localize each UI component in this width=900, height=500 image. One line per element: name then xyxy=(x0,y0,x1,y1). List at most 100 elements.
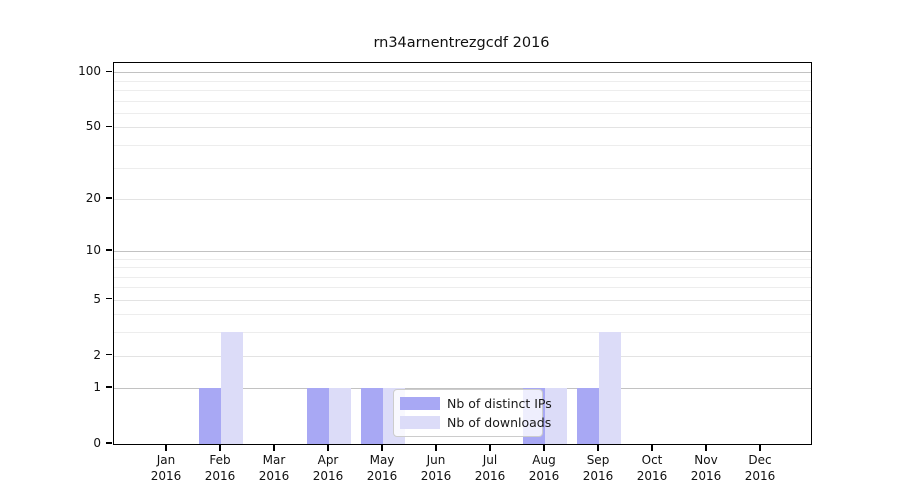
chart-title: rn34arnentrezgcdf 2016 xyxy=(373,35,550,51)
minor-gridline xyxy=(114,80,811,82)
x-tick xyxy=(597,445,599,451)
x-tick-year: 2016 xyxy=(204,469,236,483)
x-tick-year: 2016 xyxy=(744,469,776,483)
y-tick xyxy=(106,249,112,251)
x-tick-month: Mar xyxy=(262,453,286,467)
y-tick xyxy=(106,297,112,300)
y-tick-label: 5 xyxy=(93,291,101,306)
y-tick-label: 100 xyxy=(78,64,101,79)
x-tick xyxy=(543,445,545,451)
bar-nb-of-downloads-aug-2016 xyxy=(545,388,567,444)
minor-gridline xyxy=(114,276,811,278)
legend-label: Nb of downloads xyxy=(447,415,552,430)
x-tick-month: Jun xyxy=(426,453,446,467)
y-tick-label: 0 xyxy=(93,436,101,450)
x-tick-label-apr: Apr 2016 xyxy=(298,452,358,484)
x-tick-year: 2016 xyxy=(258,469,290,483)
y-tick xyxy=(106,353,112,356)
plot-area xyxy=(113,62,812,445)
x-tick xyxy=(327,445,329,451)
bar-nb-of-downloads-apr-2016 xyxy=(329,388,351,444)
x-tick xyxy=(381,445,383,451)
y-tick-label: 2 xyxy=(93,347,101,362)
decade-gridline xyxy=(114,388,811,390)
bar-nb-of-distinct-ips-may-2016 xyxy=(361,388,383,444)
x-tick-month: Aug xyxy=(532,453,556,467)
y-tick xyxy=(106,125,112,128)
minor-gridline xyxy=(114,100,811,102)
x-tick xyxy=(705,445,707,451)
minor-gridline xyxy=(114,144,811,146)
x-tick xyxy=(435,445,437,451)
legend-entry: Nb of distinct IPs xyxy=(400,396,552,411)
y-tick xyxy=(106,386,112,388)
x-tick-label-mar: Mar 2016 xyxy=(244,452,304,484)
x-tick xyxy=(219,445,221,451)
major-gridline xyxy=(114,299,811,301)
legend-swatch-nb-of-distinct-ips xyxy=(400,397,440,410)
y-tick xyxy=(106,442,112,444)
x-tick-year: 2016 xyxy=(636,469,668,483)
minor-gridline xyxy=(114,314,811,316)
x-tick xyxy=(489,445,491,451)
minor-gridline xyxy=(114,267,811,269)
x-tick xyxy=(651,445,653,451)
decade-gridline xyxy=(114,72,811,74)
x-tick-label-jan: Jan 2016 xyxy=(136,452,196,484)
legend-swatch-nb-of-downloads xyxy=(400,416,440,429)
legend-entry: Nb of downloads xyxy=(400,415,551,430)
y-tick-label: 1 xyxy=(93,380,101,395)
x-tick-year: 2016 xyxy=(420,469,452,483)
x-tick-month: Jul xyxy=(482,453,498,467)
minor-gridline xyxy=(114,258,811,260)
legend-label: Nb of distinct IPs xyxy=(447,396,552,411)
x-tick-year: 2016 xyxy=(474,469,506,483)
bar-nb-of-downloads-sep-2016 xyxy=(599,332,621,444)
x-tick-label-sep: Sep 2016 xyxy=(568,452,628,484)
x-tick-year: 2016 xyxy=(150,469,182,483)
minor-gridline xyxy=(114,90,811,92)
bar-nb-of-distinct-ips-feb-2016 xyxy=(199,388,221,444)
bar-nb-of-downloads-feb-2016 xyxy=(221,332,243,444)
x-tick-year: 2016 xyxy=(528,469,560,483)
major-gridline xyxy=(114,127,811,129)
y-tick xyxy=(106,197,112,199)
x-tick-month: Jan xyxy=(156,453,176,467)
x-tick-month: Oct xyxy=(641,453,663,467)
minor-gridline xyxy=(114,287,811,289)
x-tick-label-may: May 2016 xyxy=(352,452,412,484)
legend: Nb of distinct IPs Nb of downloads xyxy=(393,389,552,437)
y-tick xyxy=(106,70,112,73)
x-tick-year: 2016 xyxy=(690,469,722,483)
x-tick-label-jul: Jul 2016 xyxy=(460,452,520,484)
x-tick xyxy=(273,445,275,451)
x-tick-year: 2016 xyxy=(582,469,614,483)
bar-nb-of-distinct-ips-apr-2016 xyxy=(307,388,329,444)
x-tick-month: Sep xyxy=(586,453,610,467)
x-tick xyxy=(759,445,761,451)
decade-gridline xyxy=(114,250,811,252)
major-gridline xyxy=(114,355,811,357)
y-tick-label: 50 xyxy=(85,119,101,134)
x-tick-label-dec: Dec 2016 xyxy=(730,452,790,484)
x-tick xyxy=(165,445,167,451)
x-tick-label-jun: Jun 2016 xyxy=(406,452,466,484)
minor-gridline xyxy=(114,167,811,169)
minor-gridline xyxy=(114,332,811,334)
bar-nb-of-distinct-ips-sep-2016 xyxy=(577,388,599,444)
y-tick-label: 20 xyxy=(85,190,101,205)
x-tick-month: Apr xyxy=(317,453,339,467)
x-tick-label-feb: Feb 2016 xyxy=(190,452,250,484)
x-tick-year: 2016 xyxy=(366,469,398,483)
x-tick-year: 2016 xyxy=(312,469,344,483)
major-gridline xyxy=(114,198,811,200)
x-tick-month: May xyxy=(369,453,395,467)
x-tick-month: Feb xyxy=(209,453,231,467)
x-tick-month: Nov xyxy=(694,453,718,467)
x-tick-month: Dec xyxy=(748,453,772,467)
x-tick-label-aug: Aug 2016 xyxy=(514,452,574,484)
x-tick-label-nov: Nov 2016 xyxy=(676,452,736,484)
y-tick-label: 10 xyxy=(85,242,101,257)
x-tick-label-oct: Oct 2016 xyxy=(622,452,682,484)
